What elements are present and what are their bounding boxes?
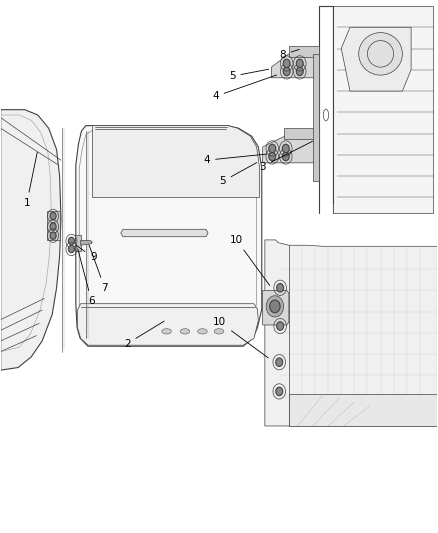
- Circle shape: [277, 284, 284, 292]
- Text: 6: 6: [78, 249, 95, 306]
- Text: 10: 10: [230, 235, 270, 286]
- Polygon shape: [76, 126, 262, 346]
- Polygon shape: [285, 128, 319, 139]
- Text: 10: 10: [213, 317, 268, 358]
- Circle shape: [50, 223, 56, 230]
- Polygon shape: [289, 394, 437, 426]
- Polygon shape: [263, 136, 319, 163]
- Text: 5: 5: [219, 163, 257, 187]
- Polygon shape: [121, 229, 208, 237]
- Polygon shape: [272, 54, 319, 78]
- Ellipse shape: [359, 33, 403, 75]
- Circle shape: [283, 67, 290, 76]
- Ellipse shape: [162, 329, 171, 334]
- Circle shape: [68, 237, 74, 245]
- Circle shape: [283, 144, 289, 153]
- Ellipse shape: [214, 329, 224, 334]
- Polygon shape: [263, 290, 289, 325]
- Circle shape: [296, 67, 303, 76]
- Text: 8: 8: [279, 50, 299, 60]
- Text: 5: 5: [229, 69, 268, 81]
- Polygon shape: [46, 211, 60, 240]
- Polygon shape: [78, 304, 258, 345]
- Polygon shape: [265, 240, 437, 426]
- Text: 7: 7: [89, 245, 108, 293]
- Polygon shape: [1, 110, 61, 370]
- Polygon shape: [75, 235, 81, 251]
- Text: 9: 9: [76, 245, 96, 262]
- Text: 3: 3: [259, 141, 313, 172]
- Polygon shape: [81, 240, 92, 245]
- Circle shape: [276, 358, 283, 367]
- Circle shape: [283, 152, 289, 161]
- Polygon shape: [289, 46, 319, 56]
- Circle shape: [276, 387, 283, 395]
- Circle shape: [270, 300, 280, 313]
- Circle shape: [266, 296, 284, 317]
- Circle shape: [50, 232, 56, 239]
- Text: 1: 1: [24, 152, 37, 208]
- Circle shape: [283, 59, 290, 68]
- Text: 4: 4: [212, 75, 277, 101]
- Circle shape: [269, 152, 276, 161]
- Circle shape: [296, 59, 303, 68]
- Polygon shape: [341, 27, 411, 91]
- Text: 4: 4: [204, 154, 266, 165]
- Circle shape: [50, 212, 56, 220]
- Polygon shape: [313, 54, 319, 181]
- Circle shape: [277, 322, 284, 330]
- Ellipse shape: [180, 329, 190, 334]
- Ellipse shape: [198, 329, 207, 334]
- Polygon shape: [332, 6, 433, 213]
- Text: 2: 2: [124, 321, 164, 349]
- Circle shape: [269, 144, 276, 153]
- Circle shape: [68, 245, 74, 253]
- Polygon shape: [92, 126, 260, 197]
